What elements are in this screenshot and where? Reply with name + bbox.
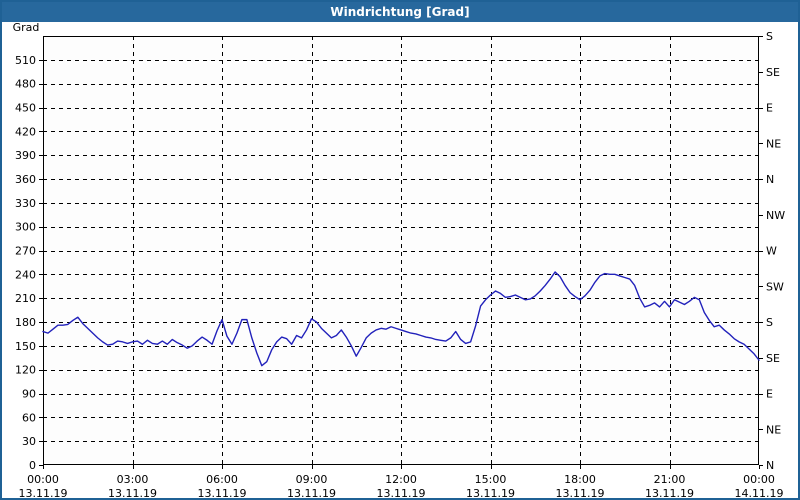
x-axis-date-label: 13.11.19 (466, 487, 515, 498)
y2-axis-tick-label: N (766, 459, 774, 472)
x-axis-tick-label: 06:00 (206, 473, 238, 486)
y-axis-tick-label: 120 (15, 364, 36, 377)
y-axis-unit-label-text: Grad (13, 22, 40, 34)
y2-axis-labels: N NE E SE S SW W NW N NE E SE S (766, 30, 785, 472)
y-axis-tick-label: 510 (15, 54, 36, 67)
y2-axis-tick-label: E (766, 388, 773, 401)
y-axis-unit-label: Grad (13, 22, 40, 34)
window-title-bar: Windrichtung [Grad] (2, 2, 798, 22)
x-axis-date-label: 13.11.19 (287, 487, 336, 498)
y2-axis-tick-label: W (766, 245, 777, 258)
y-axis-tick-label: 30 (22, 435, 36, 448)
x-axis-date-label: 13.11.19 (377, 487, 426, 498)
x-axis-date-label: 13.11.19 (198, 487, 247, 498)
y-axis-tick-label: 90 (22, 388, 36, 401)
y-axis-tick-label: 360 (15, 173, 36, 186)
x-axis-tick-label: 18:00 (564, 473, 596, 486)
data-series (42, 271, 760, 367)
x-axis-date-label: 13.11.19 (645, 487, 694, 498)
x-axis-tick-label: 09:00 (296, 473, 328, 486)
y2-axis-tick-label: SE (766, 66, 780, 79)
y2-axis-tick-label: S (766, 30, 773, 43)
x-axis-tick-label: 00:00 (27, 473, 59, 486)
y-axis-tick-label: 60 (22, 411, 36, 424)
y-axis-tick-label: 420 (15, 125, 36, 138)
plot-background (43, 36, 759, 465)
y2-axis-tick-label: SW (766, 280, 784, 293)
chart-canvas: 0 30 60 90 120 150 180 210 240 270 300 330 360 390 420… (2, 22, 798, 498)
plot-area-rect (43, 36, 759, 465)
y-axis-tick-label: 210 (15, 292, 36, 305)
x-axis-tick-label: 12:00 (385, 473, 417, 486)
y-axis-tick-label: 150 (15, 340, 36, 353)
y-axis-tick-label: 180 (15, 316, 36, 329)
plot-frame (43, 36, 759, 465)
plot-border (43, 36, 759, 465)
y-axis-tick-label: 0 (29, 459, 36, 472)
y-axis-tick-label: 300 (15, 221, 36, 234)
page-title: Windrichtung [Grad] (330, 5, 470, 19)
x-axis-labels: 00:0013.11.1903:0013.11.1906:0013.11.190… (19, 473, 784, 498)
x-axis-tick-label: 03:00 (117, 473, 149, 486)
y-axis-labels: 0 30 60 90 120 150 180 210 240 270 300 330 360 390 420… (15, 54, 36, 472)
series-line-0 (42, 271, 760, 367)
y2-axis-tick-label: NE (766, 137, 781, 150)
y-axis-tick-label: 390 (15, 149, 36, 162)
y-axis-tick-label: 240 (15, 268, 36, 281)
wind-direction-chart: 0 30 60 90 120 150 180 210 240 270 300 330 360 390 420… (13, 22, 786, 498)
x-axis-tick-label: 00:00 (743, 473, 775, 486)
x-axis-date-label: 13.11.19 (556, 487, 605, 498)
y2-axis-tick-label: SE (766, 352, 780, 365)
y2-axis-tick-label: N (766, 173, 774, 186)
x-axis-date-label: 14.11.19 (735, 487, 784, 498)
x-axis-tick-label: 21:00 (654, 473, 686, 486)
y2-axis-tick-label: NW (766, 209, 785, 222)
y2-axis-tick-label: NE (766, 423, 781, 436)
y-axis-tick-label: 450 (15, 102, 36, 115)
y-axis-tick-label: 270 (15, 245, 36, 258)
axis-ticks (39, 36, 763, 469)
y2-axis-tick-label: E (766, 102, 773, 115)
x-axis-tick-label: 15:00 (475, 473, 507, 486)
x-axis-date-label: 13.11.19 (19, 487, 68, 498)
x-axis-date-label: 13.11.19 (108, 487, 157, 498)
y2-axis-tick-label: S (766, 316, 773, 329)
y-axis-tick-label: 480 (15, 78, 36, 91)
y-axis-tick-label: 330 (15, 197, 36, 210)
